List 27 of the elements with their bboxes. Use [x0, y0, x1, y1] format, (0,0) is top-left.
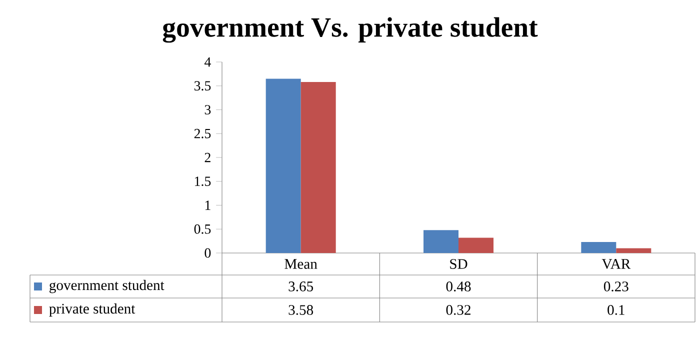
x-tick-label: VAR — [602, 259, 631, 269]
y-tick-label: 2.5 — [194, 128, 211, 138]
legend-label: government student — [50, 280, 164, 294]
chart-title: government Vs. private student — [162, 17, 538, 43]
x-tick-label: Mean — [284, 259, 318, 269]
x-tick-label: SD — [450, 259, 468, 269]
data-label: 3.58 — [288, 305, 314, 315]
y-tick-label: 0 — [204, 248, 211, 258]
y-tick-label: 4 — [204, 57, 211, 67]
data-label: 0.1 — [608, 305, 624, 315]
bar — [616, 248, 652, 253]
data-label: 0.23 — [604, 282, 628, 292]
bar — [300, 82, 336, 253]
y-tick-label: 2 — [204, 152, 210, 162]
data-label: 0.32 — [446, 305, 470, 315]
data-label: 3.65 — [288, 282, 314, 292]
y-tick-label: 1.5 — [195, 176, 211, 186]
y-tick-label: 0.5 — [194, 224, 211, 234]
legend-label: private student — [49, 303, 136, 317]
bar — [266, 78, 301, 253]
y-tick-label: 1 — [205, 200, 210, 210]
bar — [581, 242, 616, 253]
bar — [423, 230, 458, 253]
data-label: 0.48 — [446, 282, 471, 292]
bar — [458, 238, 494, 253]
y-tick-label: 3.5 — [194, 81, 211, 91]
y-tick-label: 3 — [204, 105, 211, 114]
